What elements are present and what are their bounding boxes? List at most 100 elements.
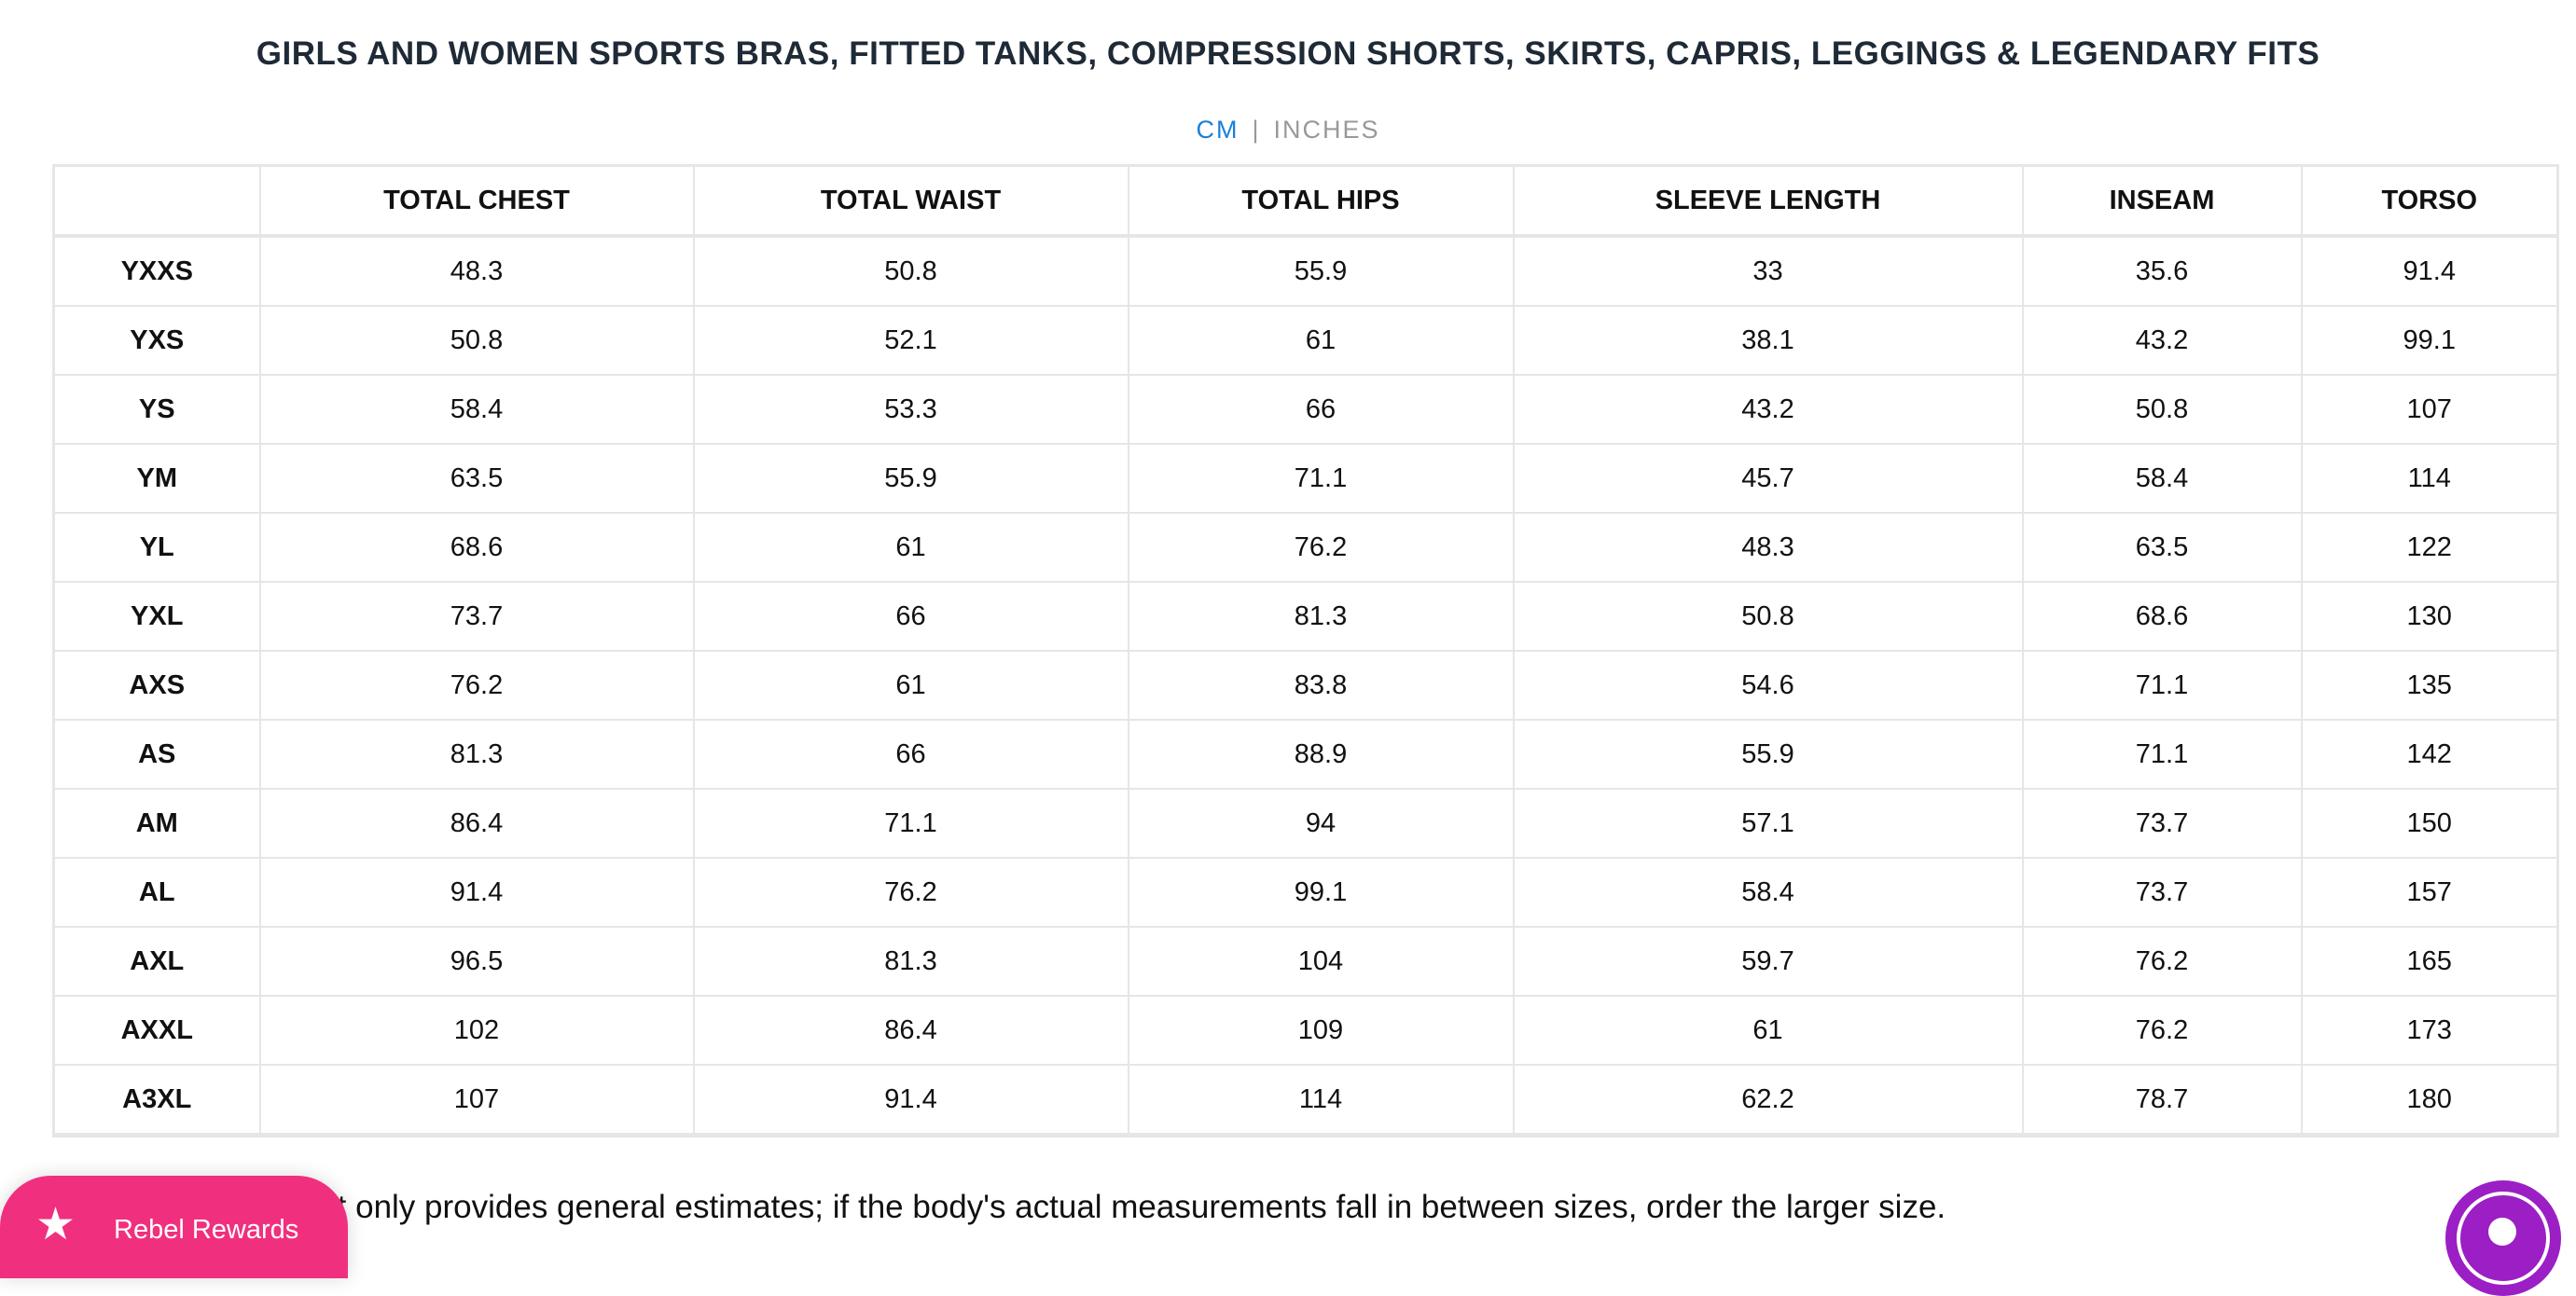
size-label: AL [52,857,261,928]
table-row: A3XL 107 91.4 114 62.2 78.7 180 [52,1064,2559,1137]
measurement-cell: 107 [258,1064,695,1137]
measurement-cell: 81.3 [258,719,695,790]
measurement-cell: 135 [2300,650,2559,721]
size-note: rt only provides general estimates; if t… [326,1189,1946,1225]
measurement-cell: 59.7 [1512,926,2024,997]
size-label: AM [52,788,261,859]
measurement-cell: 35.6 [2021,235,2303,307]
measurement-cell: 81.3 [692,926,1129,997]
table-row: AXS 76.2 61 83.8 54.6 71.1 135 [52,650,2559,721]
measurement-cell: 33 [1512,235,2024,307]
size-label: YM [52,443,261,514]
table-row: YXL 73.7 66 81.3 50.8 68.6 130 [52,581,2559,652]
measurement-cell: 52.1 [692,305,1129,376]
measurement-cell: 62.2 [1512,1064,2024,1137]
measurement-cell: 88.9 [1127,719,1515,790]
measurement-cell: 58.4 [2021,443,2303,514]
measurement-cell: 48.3 [258,235,695,307]
measurement-cell: 38.1 [1512,305,2024,376]
column-header [52,164,261,237]
measurement-cell: 54.6 [1512,650,2024,721]
size-label: AXXL [52,995,261,1066]
unit-inches-button[interactable]: INCHES [1273,116,1380,144]
measurement-cell: 71.1 [2021,719,2303,790]
column-header: TOTAL HIPS [1127,164,1515,237]
measurement-cell: 61 [692,650,1129,721]
size-label: AS [52,719,261,790]
measurement-cell: 53.3 [692,374,1129,445]
measurement-cell: 58.4 [1512,857,2024,928]
measurement-cell: 99.1 [1127,857,1515,928]
measurement-cell: 157 [2300,857,2559,928]
column-header: SLEEVE LENGTH [1512,164,2024,237]
size-label: AXS [52,650,261,721]
measurement-cell: 50.8 [2021,374,2303,445]
size-label: YXXS [52,235,261,307]
measurement-cell: 71.1 [1127,443,1515,514]
column-header: INSEAM [2021,164,2303,237]
measurement-cell: 73.7 [258,581,695,652]
measurement-cell: 57.1 [1512,788,2024,859]
measurement-cell: 114 [2300,443,2559,514]
measurement-cell: 109 [1127,995,1515,1066]
measurement-cell: 76.2 [258,650,695,721]
measurement-cell: 50.8 [1512,581,2024,652]
measurement-cell: 107 [2300,374,2559,445]
measurement-cell: 122 [2300,512,2559,583]
table-row: YL 68.6 61 76.2 48.3 63.5 122 [52,512,2559,583]
size-label: A3XL [52,1064,261,1137]
measurement-cell: 61 [692,512,1129,583]
measurement-cell: 66 [692,719,1129,790]
measurement-cell: 102 [258,995,695,1066]
measurement-cell: 68.6 [2021,581,2303,652]
measurement-cell: 43.2 [2021,305,2303,376]
table-row: AXL 96.5 81.3 104 59.7 76.2 165 [52,926,2559,997]
measurement-cell: 96.5 [258,926,695,997]
measurement-cell: 99.1 [2300,305,2559,376]
measurement-cell: 50.8 [692,235,1129,307]
measurement-cell: 130 [2300,581,2559,652]
table-row: YS 58.4 53.3 66 43.2 50.8 107 [52,374,2559,445]
page-title: GIRLS AND WOMEN SPORTS BRAS, FITTED TANK… [256,35,2320,72]
measurement-cell: 71.1 [692,788,1129,859]
measurement-cell: 91.4 [2300,235,2559,307]
column-header: TORSO [2300,164,2559,237]
measurement-cell: 63.5 [258,443,695,514]
measurement-cell: 150 [2300,788,2559,859]
measurement-cell: 63.5 [2021,512,2303,583]
measurement-cell: 114 [1127,1064,1515,1137]
measurement-cell: 86.4 [258,788,695,859]
measurement-cell: 61 [1512,995,2024,1066]
measurement-cell: 94 [1127,788,1515,859]
table-row: YM 63.5 55.9 71.1 45.7 58.4 114 [52,443,2559,514]
unit-separator: | [1252,116,1261,144]
table-row: AS 81.3 66 88.9 55.9 71.1 142 [52,719,2559,790]
measurement-cell: 45.7 [1512,443,2024,514]
column-header: TOTAL CHEST [258,164,695,237]
table-row: AM 86.4 71.1 94 57.1 73.7 150 [52,788,2559,859]
table-header-row: TOTAL CHEST TOTAL WAIST TOTAL HIPS SLEEVE L… [52,164,2559,237]
measurement-cell: 165 [2300,926,2559,997]
measurement-cell: 55.9 [692,443,1129,514]
measurement-cell: 50.8 [258,305,695,376]
measurement-cell: 55.9 [1127,235,1515,307]
unit-toggle: CM | INCHES [0,116,2576,145]
measurement-cell: 78.7 [2021,1064,2303,1137]
size-label: AXL [52,926,261,997]
rebel-rewards-button[interactable]: ★ Rebel Rewards [0,1176,348,1278]
size-label: YXL [52,581,261,652]
measurement-cell: 173 [2300,995,2559,1066]
chat-button[interactable] [2445,1180,2561,1296]
measurement-cell: 43.2 [1512,374,2024,445]
table-row: AXXL 102 86.4 109 61 76.2 173 [52,995,2559,1066]
chat-icon-dot [2488,1218,2516,1246]
measurement-cell: 61 [1127,305,1515,376]
measurement-cell: 76.2 [2021,995,2303,1066]
measurement-cell: 142 [2300,719,2559,790]
table-row: YXXS 48.3 50.8 55.9 33 35.6 91.4 [52,235,2559,307]
size-label: YS [52,374,261,445]
measurement-cell: 76.2 [692,857,1129,928]
measurement-cell: 66 [692,581,1129,652]
column-header: TOTAL WAIST [692,164,1129,237]
unit-cm-button[interactable]: CM [1196,116,1240,144]
